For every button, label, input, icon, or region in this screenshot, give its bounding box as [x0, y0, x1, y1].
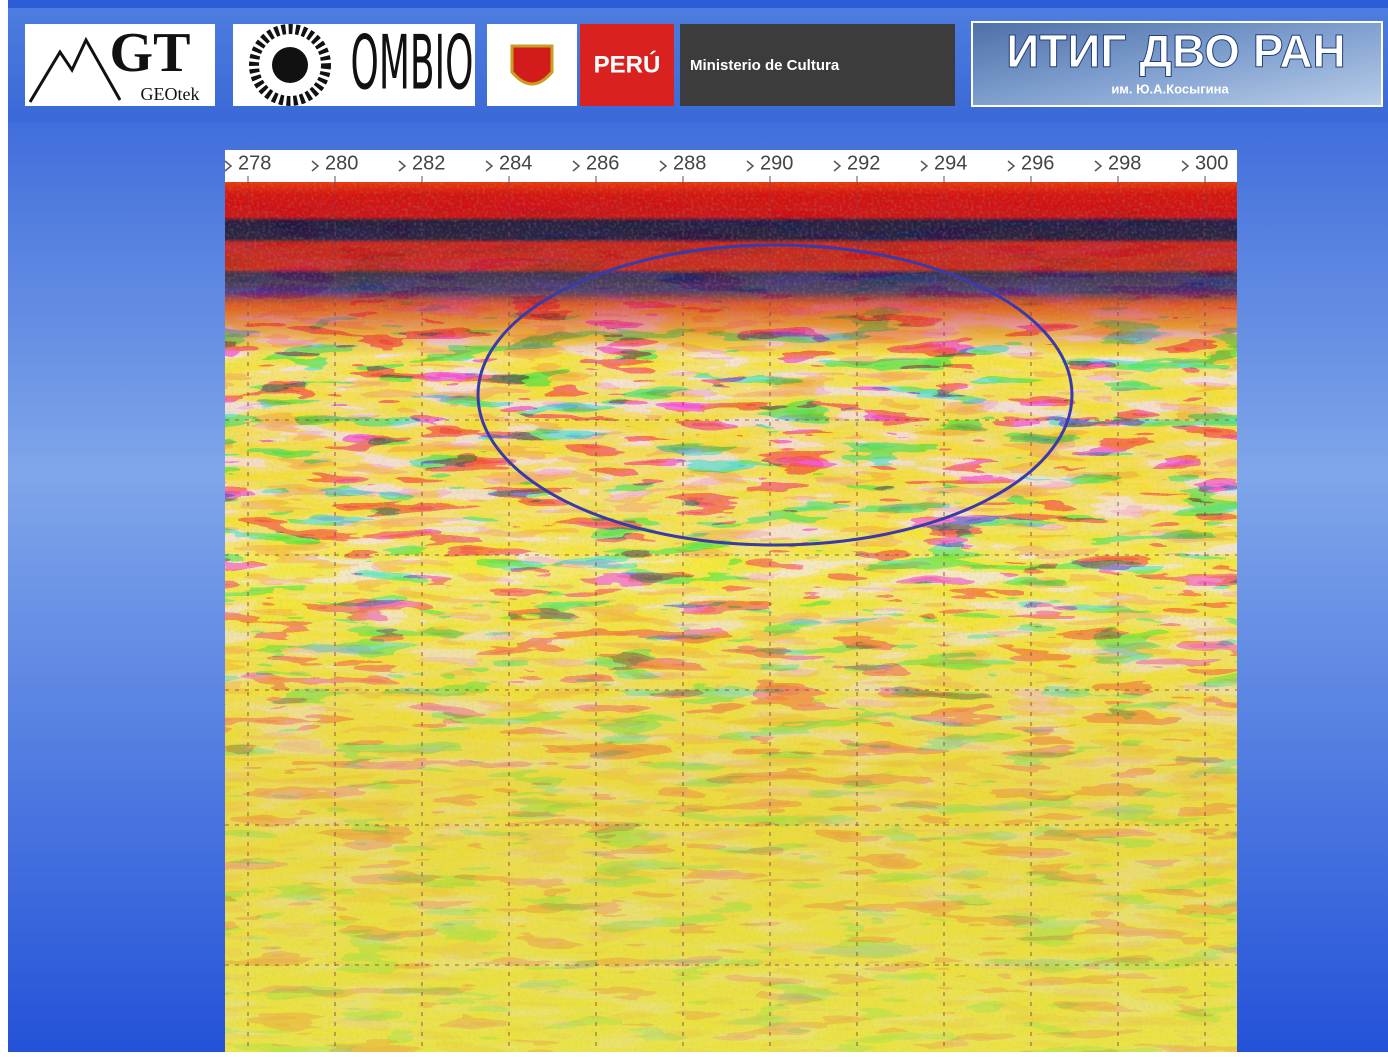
x-tick-label: 282 — [412, 152, 445, 174]
logo-subtitle: GEOtek — [141, 84, 200, 104]
left-edge — [0, 0, 8, 1052]
x-tick-label: 292 — [847, 152, 880, 174]
x-tick-label: 300 — [1195, 152, 1228, 174]
radargram-grain — [225, 182, 1237, 1052]
slide: GT GEOtek OMBIO PERÚ Ministerio de Cultu… — [0, 0, 1388, 1052]
logo-geotek: GT GEOtek — [25, 22, 215, 106]
page: {"header": {"logos": [ {"title": "GT", "… — [0, 0, 1388, 1052]
logo-subtitle: Ministerio de Cultura — [690, 57, 840, 74]
x-tick-label: 288 — [673, 152, 706, 174]
tick-strip — [225, 150, 1237, 182]
logo-peru: PERÚ Ministerio de Cultura — [487, 24, 955, 106]
radargram: 278 280 282 284 286 288 290 292 294 296 298 300 — [225, 150, 1237, 1052]
x-tick-label: 286 — [586, 152, 619, 174]
x-tick-label: 296 — [1021, 152, 1054, 174]
logo-title: ИТИГ ДВО РАН — [1006, 25, 1346, 77]
x-tick-label: 290 — [760, 152, 793, 174]
x-tick-label: 284 — [499, 152, 532, 174]
logo-subtitle: им. Ю.А.Косыгина — [1111, 81, 1229, 96]
logo-shield — [512, 46, 552, 84]
logo-title: OMBIO — [350, 18, 473, 106]
logo-title: GT — [110, 22, 191, 84]
logo-title: PERÚ — [594, 50, 661, 78]
x-tick-label: 298 — [1108, 152, 1141, 174]
x-tick-label: 278 — [238, 152, 271, 174]
logo-ombio: OMBIO — [233, 18, 475, 106]
x-tick-label: 294 — [934, 152, 967, 174]
logo-face — [272, 47, 308, 83]
logo-itig: ИТИГ ДВО РАН им. Ю.А.Косыгина — [972, 22, 1382, 106]
x-tick-label: 280 — [325, 152, 358, 174]
